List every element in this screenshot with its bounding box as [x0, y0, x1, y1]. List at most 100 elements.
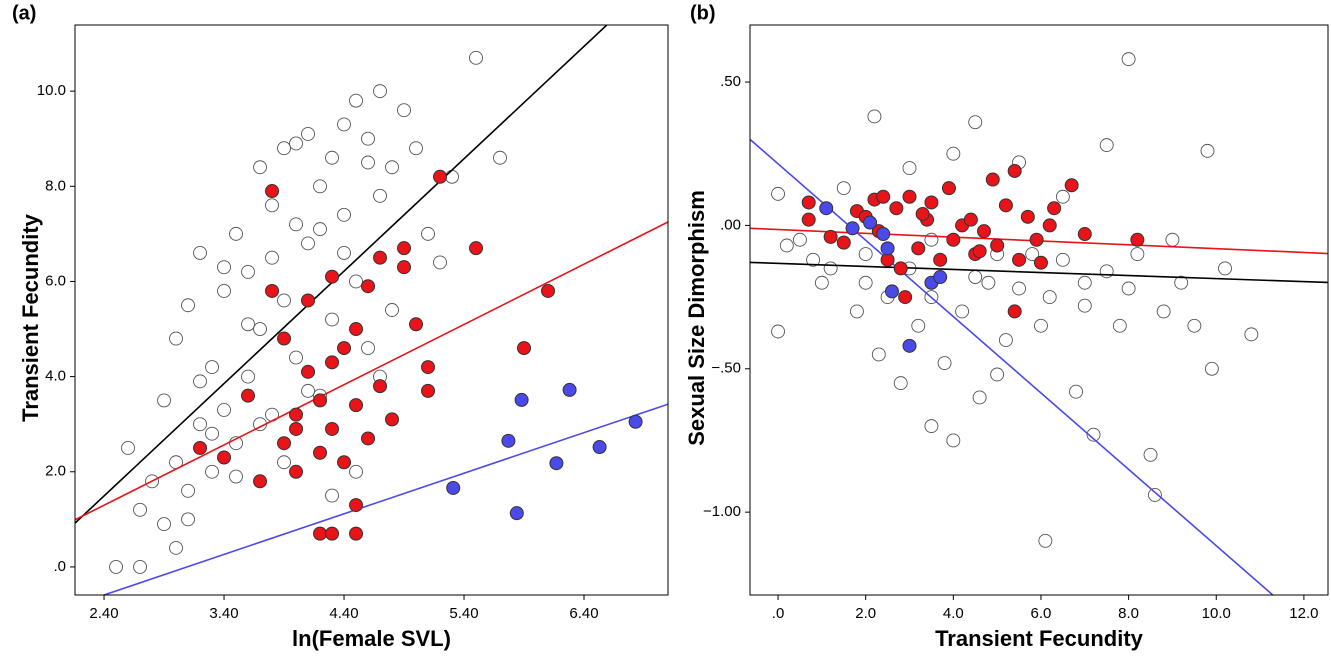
- point: [433, 169, 448, 184]
- point: [349, 93, 363, 108]
- point: [963, 212, 978, 227]
- point: [193, 440, 208, 455]
- point: [1121, 52, 1136, 67]
- point: [289, 421, 304, 436]
- point: [1042, 290, 1057, 305]
- point: [121, 441, 135, 455]
- point: [325, 488, 339, 503]
- point: [1055, 189, 1070, 204]
- point: [972, 244, 987, 259]
- point: [1042, 218, 1057, 233]
- point: [421, 226, 435, 241]
- y-tick-label: −.50: [711, 360, 741, 377]
- point: [325, 526, 340, 541]
- point: [169, 331, 183, 346]
- x-tick-label: 12.0: [1289, 605, 1318, 622]
- point: [409, 141, 423, 156]
- point: [337, 455, 352, 470]
- point: [819, 201, 834, 216]
- point: [373, 379, 388, 394]
- point: [205, 426, 219, 441]
- point: [1099, 264, 1114, 279]
- point: [217, 450, 232, 465]
- point: [771, 324, 785, 339]
- point: [361, 279, 376, 294]
- point: [289, 217, 303, 232]
- point: [373, 188, 387, 203]
- point: [1077, 275, 1092, 290]
- point: [265, 184, 280, 199]
- point: [229, 226, 243, 241]
- point: [193, 374, 207, 389]
- point: [1047, 201, 1062, 216]
- x-axis-title: Transient Fecundity: [935, 626, 1144, 651]
- point: [361, 131, 375, 146]
- point: [911, 241, 926, 256]
- point: [1130, 247, 1145, 262]
- point: [1012, 281, 1027, 296]
- point: [385, 303, 399, 317]
- point: [445, 169, 459, 184]
- point: [924, 195, 939, 210]
- plot-frame: [74, 24, 669, 596]
- point: [898, 290, 913, 305]
- point: [277, 141, 291, 156]
- point: [133, 559, 147, 574]
- point: [241, 388, 256, 403]
- point: [325, 269, 340, 284]
- point: [990, 238, 1005, 253]
- point: [893, 261, 908, 276]
- point: [325, 421, 340, 436]
- point: [1174, 275, 1189, 290]
- point: [1130, 232, 1145, 247]
- point: [325, 312, 339, 327]
- point: [133, 502, 147, 517]
- point: [968, 115, 983, 130]
- point: [301, 293, 316, 308]
- x-tick-label: 5.40: [449, 605, 478, 622]
- point: [592, 440, 607, 455]
- point: [217, 402, 231, 417]
- point: [858, 275, 873, 290]
- point: [253, 474, 268, 489]
- point: [385, 160, 399, 175]
- point: [337, 207, 351, 222]
- y-tick-label: 6.0: [45, 272, 66, 289]
- point: [289, 464, 304, 479]
- point: [1244, 327, 1259, 342]
- point: [157, 517, 171, 532]
- point: [779, 238, 794, 253]
- point: [937, 356, 952, 370]
- point: [349, 322, 364, 337]
- point: [241, 369, 255, 384]
- point: [181, 512, 195, 527]
- x-tick-label: 2.40: [89, 605, 118, 622]
- fit-line: [103, 403, 668, 595]
- point: [911, 318, 926, 333]
- point: [361, 431, 376, 446]
- point: [1077, 227, 1092, 242]
- point: [1200, 143, 1215, 158]
- point: [265, 283, 280, 298]
- point: [349, 274, 363, 289]
- plot-frame: [749, 24, 1329, 596]
- point: [628, 414, 643, 429]
- point: [863, 215, 878, 230]
- point: [902, 338, 917, 353]
- x-tick-label: 4.0: [943, 605, 964, 622]
- point: [217, 260, 231, 275]
- x-tick-label: 8.0: [1118, 605, 1139, 622]
- point: [1038, 533, 1053, 548]
- point: [181, 298, 195, 313]
- point: [924, 232, 939, 247]
- point: [985, 172, 1000, 187]
- point: [313, 445, 328, 460]
- point: [1020, 209, 1035, 224]
- point: [229, 436, 243, 451]
- point: [801, 212, 816, 227]
- y-axis-title: Transient Fecundity: [18, 213, 43, 422]
- point: [880, 241, 895, 256]
- x-tick-label: 6.40: [569, 605, 598, 622]
- x-tick-label: 4.40: [329, 605, 358, 622]
- point: [801, 195, 816, 210]
